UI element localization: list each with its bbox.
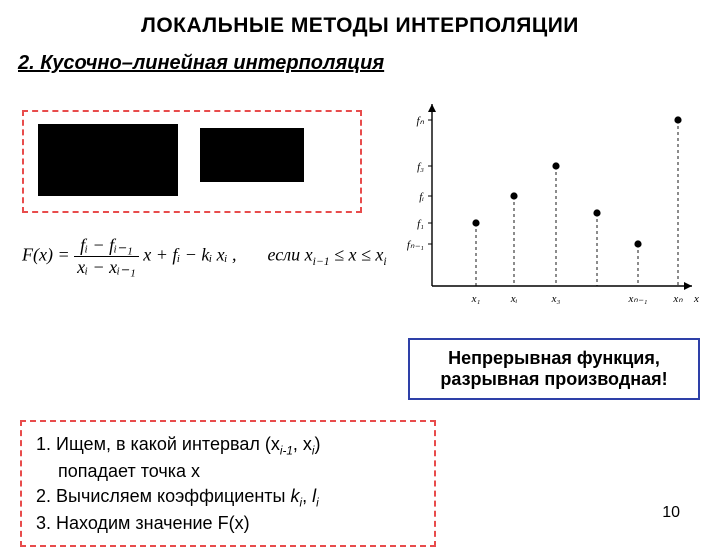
step-2: 2. Вычисляем коэффициенты ki, li xyxy=(36,484,420,511)
step2-a: 2. Вычисляем коэффициенты xyxy=(36,486,290,506)
redacted-block-1 xyxy=(38,124,178,196)
formula-cond-le: ≤ x ≤ xyxy=(334,245,375,265)
step-1-line-1: 1. Ищем, в какой интервал (xi-1, xi) xyxy=(36,432,420,459)
callout-box: Непрерывная функция, разрывная производн… xyxy=(408,338,700,400)
callout-line1: Непрерывная функция, xyxy=(424,348,684,369)
page-number: 10 xyxy=(662,504,680,522)
redacted-block-2 xyxy=(200,128,304,182)
step-3: 3. Находим значение F(x) xyxy=(36,511,420,535)
svg-text:xᵢ: xᵢ xyxy=(510,293,518,305)
section-subtitle: 2. Кусочно–линейная интерполяция xyxy=(0,38,720,75)
svg-text:f₁: f₁ xyxy=(417,218,424,230)
svg-text:f₃: f₃ xyxy=(417,161,424,173)
svg-text:x₃: x₃ xyxy=(551,293,561,305)
callout-line2: разрывная производная! xyxy=(424,369,684,390)
svg-text:fₙ₋₁: fₙ₋₁ xyxy=(407,239,424,251)
step1-m: , x xyxy=(293,434,312,454)
svg-text:fₙ: fₙ xyxy=(417,115,425,127)
piecewise-formula: F(x) = fᵢ − fᵢ₋₁ xᵢ − xᵢ₋₁ x + fᵢ − kᵢ x… xyxy=(22,236,387,277)
svg-text:x₁: x₁ xyxy=(471,293,481,305)
svg-text:xₙ₋₁: xₙ₋₁ xyxy=(628,293,648,305)
formula-denominator: xᵢ − xᵢ₋₁ xyxy=(74,256,139,277)
step-1-line-2: попадает точка x xyxy=(36,459,420,483)
page-title: ЛОКАЛЬНЫЕ МЕТОДЫ ИНТЕРПОЛЯЦИИ xyxy=(0,0,720,38)
formula-fraction: fᵢ − fᵢ₋₁ xᵢ − xᵢ₋₁ xyxy=(74,236,139,277)
formula-lhs: F(x) = xyxy=(22,245,74,265)
formula-numerator: fᵢ − fᵢ₋₁ xyxy=(74,236,139,256)
formula-cond-sub1: i−1 xyxy=(313,255,330,268)
svg-text:xₙ: xₙ xyxy=(672,293,683,305)
step1-a: 1. Ищем, в какой интервал (x xyxy=(36,434,280,454)
svg-text:fᵢ: fᵢ xyxy=(419,191,424,203)
steps-box: 1. Ищем, в какой интервал (xi-1, xi) поп… xyxy=(20,420,436,547)
step1-s1: i-1 xyxy=(280,445,293,458)
svg-text:x: x xyxy=(693,293,699,305)
formula-cond-sub2: i xyxy=(383,255,386,268)
formula-mid: x + fᵢ − kᵢ xᵢ , xyxy=(143,245,236,265)
step2-c: , xyxy=(302,486,312,506)
step1-b: ) xyxy=(315,434,321,454)
formula-cond-word: если xyxy=(268,245,301,265)
step2-s2: i xyxy=(316,496,319,509)
interpolation-chart: fₙ f₃ fᵢ f₁ fₙ₋₁ x₁ xᵢ x₃ xₙ₋₁ xₙx xyxy=(392,98,700,312)
